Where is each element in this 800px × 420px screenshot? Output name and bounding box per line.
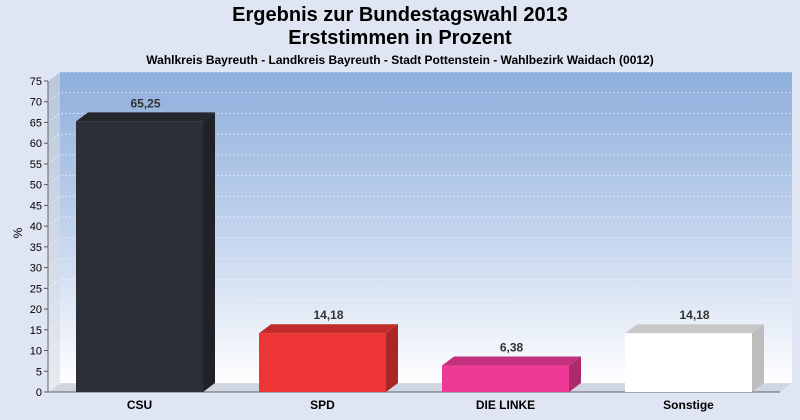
data-label: 6,38 (500, 341, 524, 355)
bar-side (203, 112, 215, 393)
plot-side-wall (48, 72, 60, 392)
bar-spd (259, 333, 386, 392)
y-tick-label: 75 (30, 76, 42, 88)
gridline (47, 320, 792, 331)
y-tick-label: 45 (30, 200, 42, 212)
y-tick-label: 40 (30, 221, 42, 233)
x-tick-label: CSU (127, 398, 152, 412)
data-label: 14,18 (313, 308, 343, 322)
bar-sonstige (625, 333, 752, 392)
bar-side (752, 324, 764, 392)
bar-top (76, 112, 215, 122)
y-tick-label: 5 (36, 366, 42, 378)
y-tick-label: 65 (30, 117, 42, 129)
gridline (47, 216, 792, 227)
gridline (47, 382, 792, 393)
y-tick-label: 50 (30, 180, 42, 192)
data-label: 65,25 (130, 96, 160, 110)
y-tick-label: 30 (30, 263, 42, 275)
y-tick-label: 70 (30, 97, 42, 109)
gridline (47, 133, 792, 144)
gridline (47, 361, 792, 372)
y-tick-label: 35 (30, 242, 42, 254)
bar-side (386, 324, 398, 392)
chart-subtitle: Erststimmen in Prozent (288, 27, 512, 49)
y-axis-label: % (11, 227, 25, 238)
chart-title: Ergebnis zur Bundestagswahl 2013 (232, 4, 568, 26)
gridline (47, 154, 792, 165)
gridline (47, 112, 792, 123)
gridline (47, 299, 792, 310)
data-label: 14,18 (679, 308, 709, 322)
x-tick-label: SPD (310, 398, 335, 412)
y-tick-label: 60 (30, 138, 42, 150)
y-tick-label: 10 (30, 346, 42, 358)
x-tick-label: DIE LINKE (476, 398, 535, 412)
gridline (47, 92, 792, 103)
gridline (47, 237, 792, 248)
gridline (47, 175, 792, 186)
bar-side (569, 356, 581, 392)
bar-top (442, 356, 581, 366)
gridline (47, 341, 792, 351)
bar-die-linke (442, 365, 569, 392)
plot-floor (48, 383, 792, 392)
gridline (47, 195, 792, 206)
bar-top (625, 324, 764, 334)
x-tick-label: Sonstige (663, 398, 714, 412)
bar-top (259, 324, 398, 334)
bar-csu (76, 121, 203, 393)
y-tick-label: 55 (30, 159, 42, 171)
y-tick-label: 20 (30, 304, 42, 316)
gridline (47, 278, 792, 289)
chart-region-subtitle: Wahlkreis Bayreuth - Landkreis Bayreuth … (146, 53, 654, 67)
gridline (47, 258, 792, 269)
y-tick-label: 15 (30, 325, 42, 337)
y-tick-label: 25 (30, 283, 42, 295)
gridline (47, 71, 792, 82)
y-tick-label: 0 (36, 387, 42, 399)
